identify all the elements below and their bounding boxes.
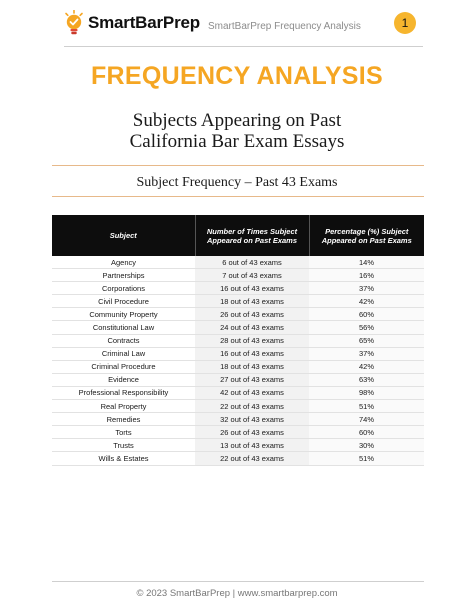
cell-subject: Criminal Law [52,347,195,361]
table-row: Wills & Estates 22 out of 43 exams 51% [52,451,424,466]
table-row: Agency 6 out of 43 exams 14% [52,256,424,270]
cell-count: 16 out of 43 exams [195,347,309,361]
cell-count: 24 out of 43 exams [195,320,309,335]
page-number-badge: 1 [394,12,416,34]
table-row: Remedies 32 out of 43 exams 74% [52,412,424,427]
section-divider-bottom [52,196,424,197]
cell-count: 13 out of 43 exams [195,438,309,453]
table-row: Professional Responsibility 42 out of 43 … [52,386,424,401]
cell-subject: Constitutional Law [52,320,195,335]
cell-count: 22 out of 43 exams [195,451,309,466]
cell-count: 32 out of 43 exams [195,412,309,427]
cell-subject: Community Property [52,307,195,322]
section-title: Subject Frequency – Past 43 Exams [136,175,338,190]
subtitle-line-2: California Bar Exam Essays [129,131,345,152]
cell-count: 28 out of 43 exams [195,334,309,348]
cell-percent: 51% [309,451,424,466]
table-row: Evidence 27 out of 43 exams 63% [52,373,424,387]
cell-count: 18 out of 43 exams [195,360,309,374]
cell-subject: Civil Procedure [52,294,195,309]
footer-text: © 2023 SmartBarPrep | www.smartbarprep.c… [136,588,338,599]
table-row: Torts 26 out of 43 exams 60% [52,425,424,440]
logo-text: SmartBarPrep [88,13,200,32]
table-row: Community Property 26 out of 43 exams 60% [52,307,424,322]
cell-subject: Trusts [52,438,195,453]
table-body: Agency 6 out of 43 exams 14% Partnerships 7 … [52,256,424,466]
cell-count: 42 out of 43 exams [195,386,309,401]
table-row: Criminal Procedure 18 out of 43 exams 42% [52,360,424,374]
column-header-percent: Percentage (%) Subject Appeared on Past … [309,215,424,256]
header-divider [64,46,423,47]
table-row: Real Property 22 out of 43 exams 51% [52,399,424,414]
column-header-count: Number of Times Subject Appeared on Past… [195,215,310,256]
table-row: Criminal Law 16 out of 43 exams 37% [52,347,424,361]
cell-subject: Real Property [52,399,195,414]
cell-percent: 63% [309,373,424,387]
cell-subject: Remedies [52,412,195,427]
cell-count: 26 out of 43 exams [195,307,309,322]
subtitle-line-1: Subjects Appearing on Past [132,110,342,131]
cell-count: 22 out of 43 exams [195,399,309,414]
cell-percent: 60% [309,425,424,440]
header-title: SmartBarPrep Frequency Analysis [208,21,361,32]
cell-subject: Partnerships [52,268,195,283]
cell-percent: 51% [309,399,424,414]
cell-percent: 30% [309,438,424,453]
section-divider-top [52,165,424,166]
column-header-subject: Subject [52,215,196,256]
table-row: Civil Procedure 18 out of 43 exams 42% [52,294,424,309]
cell-count: 7 out of 43 exams [195,268,309,283]
table-row: Constitutional Law 24 out of 43 exams 56% [52,320,424,335]
cell-count: 16 out of 43 exams [195,281,309,296]
cell-percent: 14% [309,256,424,270]
cell-count: 6 out of 43 exams [195,256,309,270]
cell-percent: 37% [309,281,424,296]
lightbulb-icon [65,10,83,35]
page-subtitle: Subjects Appearing on Past California Ba… [0,110,474,152]
cell-subject: Torts [52,425,195,440]
cell-percent: 37% [309,347,424,361]
table-header-row: Subject Number of Times Subject Appeared… [52,215,424,256]
cell-subject: Agency [52,256,195,270]
cell-count: 18 out of 43 exams [195,294,309,309]
cell-subject: Criminal Procedure [52,360,195,374]
table-row: Partnerships 7 out of 43 exams 16% [52,268,424,283]
cell-percent: 60% [309,307,424,322]
cell-subject: Contracts [52,334,195,348]
cell-count: 27 out of 43 exams [195,373,309,387]
cell-percent: 16% [309,268,424,283]
brand-logo: SmartBarPrep [64,10,200,36]
cell-percent: 98% [309,386,424,401]
cell-subject: Professional Responsibility [52,386,195,401]
table-row: Corporations 16 out of 43 exams 37% [52,281,424,296]
page-header: SmartBarPrep SmartBarPrep Frequency Anal… [0,0,474,48]
page-title: FREQUENCY ANALYSIS [90,62,384,90]
cell-count: 26 out of 43 exams [195,425,309,440]
cell-subject: Corporations [52,281,195,296]
cell-percent: 42% [309,294,424,309]
cell-percent: 65% [309,334,424,348]
cell-percent: 74% [309,412,424,427]
cell-percent: 42% [309,360,424,374]
cell-subject: Wills & Estates [52,451,195,466]
cell-percent: 56% [309,320,424,335]
footer-divider [52,581,424,582]
frequency-table: Subject Number of Times Subject Appeared… [52,215,424,466]
table-row: Trusts 13 out of 43 exams 30% [52,438,424,453]
table-row: Contracts 28 out of 43 exams 65% [52,334,424,348]
cell-subject: Evidence [52,373,195,387]
